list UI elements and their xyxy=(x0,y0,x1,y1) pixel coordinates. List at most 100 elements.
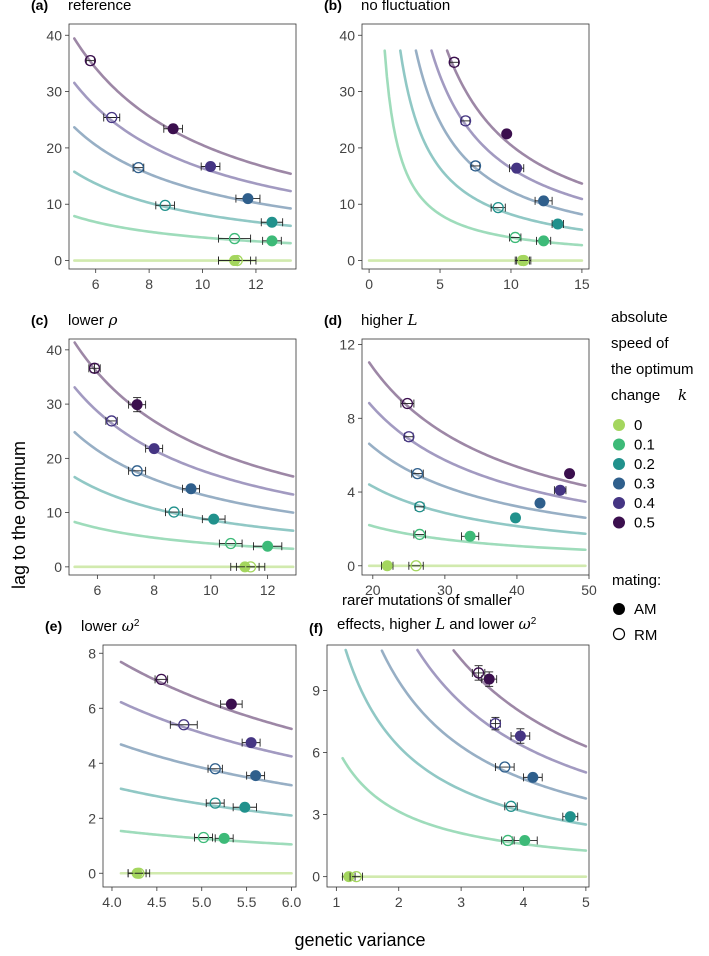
y-tick-label: 4 xyxy=(347,484,355,500)
panel-title: lower ρ xyxy=(68,311,118,329)
data-point-rm xyxy=(205,797,225,809)
data-point-am xyxy=(551,218,564,230)
x-tick-label: 8 xyxy=(150,582,158,598)
curve-k-0.5 xyxy=(452,649,588,748)
data-point-rm xyxy=(448,56,460,68)
x-tick-label: 50 xyxy=(581,582,597,598)
data-point-rm xyxy=(459,115,472,127)
y-tick-label: 30 xyxy=(339,84,355,100)
panel-tag: (c) xyxy=(31,312,48,328)
x-tick-label: 4 xyxy=(520,894,528,910)
plot-frame xyxy=(102,644,297,888)
x-tick-label: 0 xyxy=(365,276,373,292)
legend-k-swatch xyxy=(613,477,625,490)
curve-k-0.3 xyxy=(367,442,587,520)
curve-k-0.4 xyxy=(119,700,293,758)
y-tick-label: 0 xyxy=(54,559,62,575)
plot-frame xyxy=(326,644,590,888)
data-point-rm xyxy=(154,673,169,686)
legend-k-swatch xyxy=(613,438,625,451)
x-tick-label: 1 xyxy=(332,894,340,910)
legend-title-line-3: the optimum xyxy=(611,361,694,378)
x-tick-label: 40 xyxy=(509,582,525,598)
y-tick-label: 3 xyxy=(312,807,320,823)
y-tick-label: 0 xyxy=(312,869,320,885)
y-tick-label: 30 xyxy=(46,396,62,412)
y-axis-title: lag to the optimum xyxy=(9,441,29,589)
curve-k-0.3 xyxy=(73,126,292,210)
y-tick-label: 10 xyxy=(46,505,62,521)
data-point-am xyxy=(510,728,531,744)
data-point-rm xyxy=(349,871,364,883)
data-point-rm xyxy=(84,54,97,67)
curve-k-0.3 xyxy=(414,49,584,216)
y-tick-label: 40 xyxy=(339,27,355,43)
data-point-am xyxy=(241,737,261,749)
legend-k-swatch xyxy=(613,516,625,529)
data-point-am xyxy=(235,193,261,205)
data-point-am xyxy=(252,540,283,552)
y-tick-label: 8 xyxy=(347,410,355,426)
curve-k-0.1 xyxy=(383,49,584,247)
legend-am-label: AM xyxy=(634,601,657,618)
x-tick-label: 10 xyxy=(195,276,211,292)
data-point-rm xyxy=(207,763,223,775)
data-point-rm xyxy=(504,800,518,812)
y-tick-label: 40 xyxy=(46,342,62,358)
legend-rm-label: RM xyxy=(634,627,657,644)
curve-k-0.5 xyxy=(73,341,295,478)
y-tick-label: 0 xyxy=(347,558,355,574)
data-point-am xyxy=(260,216,284,228)
x-tick-label: 12 xyxy=(248,276,264,292)
curve-k-0.5 xyxy=(445,49,584,185)
plot-frame xyxy=(68,23,297,270)
x-tick-label: 12 xyxy=(260,582,276,598)
y-tick-label: 10 xyxy=(46,196,62,212)
y-tick-label: 20 xyxy=(46,140,62,156)
legend-title-line-4: change xyxy=(611,387,660,404)
legend-rm-symbol xyxy=(612,627,626,641)
x-tick-label: 2 xyxy=(395,894,403,910)
curve-k-0.2 xyxy=(73,475,295,532)
curve-k-0.5 xyxy=(119,660,293,731)
legend-k-label: 0.1 xyxy=(634,437,655,454)
panel-tag: (a) xyxy=(31,0,48,13)
data-point-rm xyxy=(128,465,147,477)
legend-k-label: 0 xyxy=(634,417,642,434)
data-point-rm xyxy=(408,560,424,572)
curve-k-0.2 xyxy=(73,170,292,228)
data-point-rm xyxy=(103,111,121,124)
legend-k-swatch xyxy=(613,458,625,470)
y-tick-label: 0 xyxy=(347,253,355,269)
plot-frame xyxy=(361,338,590,576)
y-tick-label: 30 xyxy=(46,84,62,100)
curve-k-0.1 xyxy=(341,756,588,852)
data-point-rm xyxy=(88,362,101,374)
x-tick-label: 20 xyxy=(365,582,381,598)
panel-title: lower ω2 xyxy=(81,617,140,635)
x-tick-label: 6 xyxy=(93,582,101,598)
curve-k-0.1 xyxy=(367,523,587,552)
data-point-am xyxy=(145,443,164,455)
data-point-am xyxy=(232,801,257,813)
data-point-rm xyxy=(411,467,424,480)
panel-tag: (b) xyxy=(324,0,342,13)
data-point-rm xyxy=(165,506,183,518)
data-point-am xyxy=(523,771,543,783)
curve-k-0.4 xyxy=(367,401,587,504)
curve-k-0.2 xyxy=(344,648,588,826)
legend-title-symbol: k xyxy=(678,386,687,404)
data-point-am xyxy=(534,497,546,509)
panel-a: 0 10 20 30 40 6 8 10 12 (a) reference xyxy=(31,0,297,292)
panel-tag: (e) xyxy=(45,618,62,634)
legend-title-line-2: speed of xyxy=(611,335,669,352)
panel-title: reference xyxy=(68,0,131,14)
panel-tag: (d) xyxy=(324,312,342,328)
curve-k-0.4 xyxy=(416,648,588,774)
data-point-rm xyxy=(155,199,175,212)
data-point-am xyxy=(201,513,226,525)
data-point-am xyxy=(200,160,221,172)
data-point-rm xyxy=(494,761,515,773)
x-tick-label: 5 xyxy=(582,894,590,910)
x-tick-label: 5 xyxy=(436,276,444,292)
